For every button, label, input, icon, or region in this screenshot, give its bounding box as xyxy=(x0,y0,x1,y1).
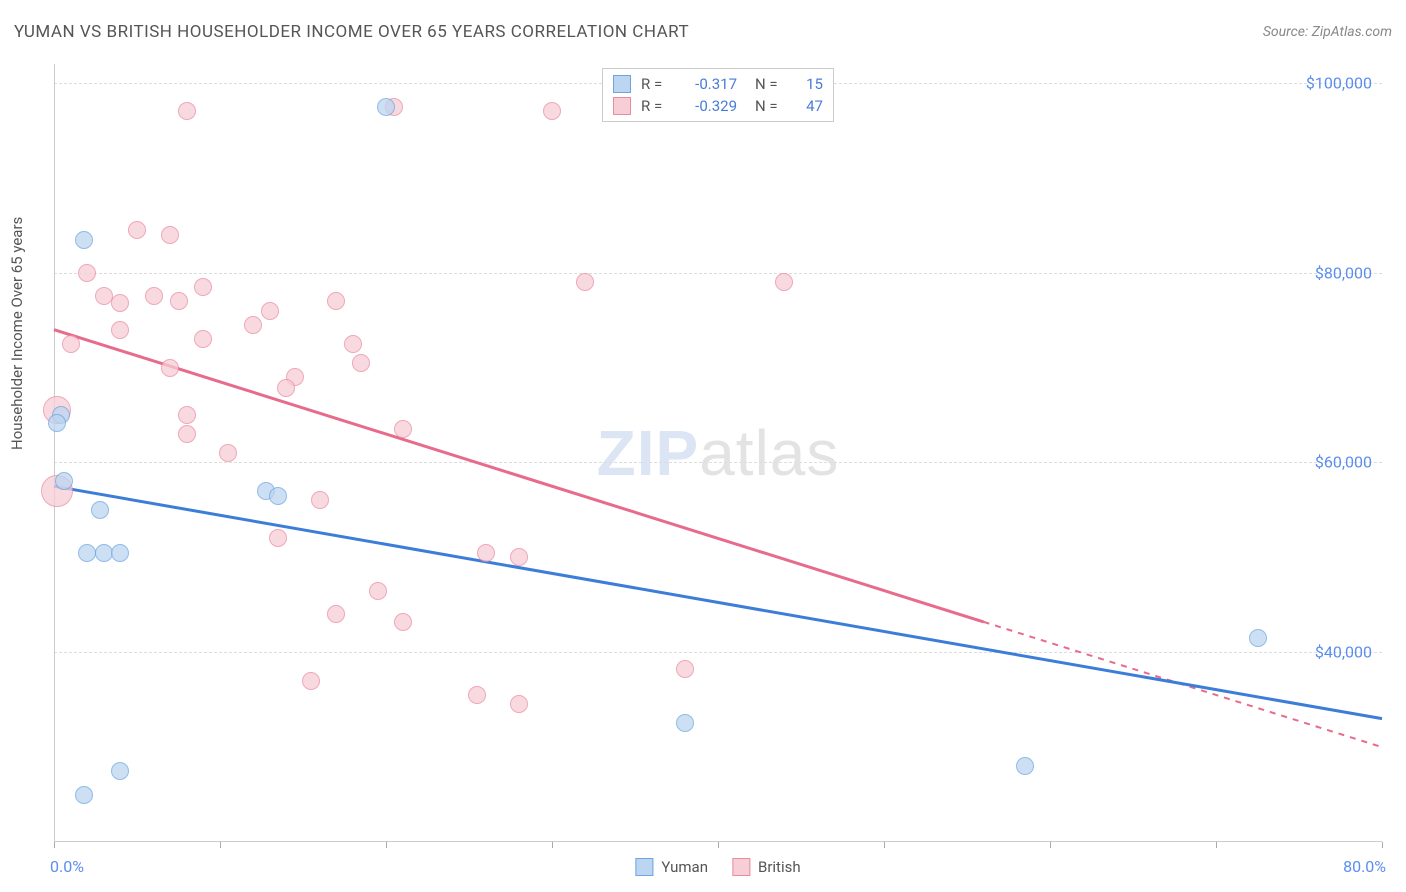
british-point xyxy=(95,287,113,305)
british-point xyxy=(145,287,163,305)
yuman-point xyxy=(75,786,93,804)
british-point xyxy=(111,321,129,339)
x-tick xyxy=(884,842,885,848)
yuman-point xyxy=(1016,757,1034,775)
british-point xyxy=(194,330,212,348)
n-label: N = xyxy=(755,73,785,95)
british-point xyxy=(244,316,262,334)
legend-stats-row: R = -0.317 N = 15 xyxy=(613,73,823,95)
x-tick xyxy=(54,842,55,848)
british-point xyxy=(78,264,96,282)
legend-swatch xyxy=(613,75,631,93)
british-point xyxy=(111,294,129,312)
yuman-point xyxy=(55,472,73,490)
yuman-point xyxy=(91,501,109,519)
yuman-point xyxy=(1249,629,1267,647)
legend-series-label: Yuman xyxy=(661,858,708,876)
british-point xyxy=(277,379,295,397)
british-point xyxy=(468,686,486,704)
r-label: R = xyxy=(641,73,671,95)
british-point xyxy=(344,335,362,353)
n-value: 15 xyxy=(795,73,823,95)
british-point xyxy=(394,420,412,438)
source-attribution: Source: ZipAtlas.com xyxy=(1263,24,1392,40)
british-point xyxy=(369,582,387,600)
yuman-point xyxy=(111,544,129,562)
british-point xyxy=(477,544,495,562)
legend-series-item: Yuman xyxy=(635,858,708,876)
british-point xyxy=(269,529,287,547)
x-tick xyxy=(1050,842,1051,848)
r-label: R = xyxy=(641,95,671,117)
legend-stats: R = -0.317 N = 15 R = -0.329 N = 47 xyxy=(602,68,834,122)
legend-swatch xyxy=(732,858,750,876)
x-tick xyxy=(1216,842,1217,848)
legend-series-label: British xyxy=(758,858,801,876)
british-point xyxy=(194,278,212,296)
british-point xyxy=(161,359,179,377)
x-max-label: 80.0% xyxy=(1343,857,1386,876)
legend-stats-row: R = -0.329 N = 47 xyxy=(613,95,823,117)
british-regression-solid xyxy=(54,330,984,622)
yuman-point xyxy=(95,544,113,562)
british-point xyxy=(510,695,528,713)
yuman-point xyxy=(78,544,96,562)
british-point xyxy=(178,425,196,443)
x-tick xyxy=(220,842,221,848)
british-point xyxy=(394,613,412,631)
yuman-point xyxy=(111,762,129,780)
british-point xyxy=(161,226,179,244)
plot-area: ZIPatlas $40,000$60,000$80,000$100,000 R… xyxy=(54,64,1382,842)
british-point xyxy=(219,444,237,462)
british-point xyxy=(576,273,594,291)
british-point xyxy=(62,335,80,353)
british-point xyxy=(327,292,345,310)
yuman-point xyxy=(269,487,287,505)
y-axis-label: Householder Income Over 65 years xyxy=(8,217,26,450)
british-point xyxy=(327,605,345,623)
legend-series: Yuman British xyxy=(635,858,800,876)
legend-series-item: British xyxy=(732,858,801,876)
british-point xyxy=(302,672,320,690)
yuman-regression-solid xyxy=(54,486,1382,718)
n-label: N = xyxy=(755,95,785,117)
british-point xyxy=(178,102,196,120)
legend-swatch xyxy=(613,97,631,115)
x-min-label: 0.0% xyxy=(50,857,84,876)
british-point xyxy=(543,102,561,120)
yuman-point xyxy=(676,714,694,732)
yuman-point xyxy=(377,98,395,116)
british-point xyxy=(352,354,370,372)
british-point xyxy=(311,491,329,509)
x-tick xyxy=(386,842,387,848)
r-value: -0.329 xyxy=(681,95,737,117)
british-point xyxy=(775,273,793,291)
british-point xyxy=(676,660,694,678)
british-point xyxy=(510,548,528,566)
x-tick xyxy=(718,842,719,848)
x-tick xyxy=(1382,842,1383,848)
r-value: -0.317 xyxy=(681,73,737,95)
chart-container: YUMAN VS BRITISH HOUSEHOLDER INCOME OVER… xyxy=(0,0,1406,892)
yuman-point xyxy=(75,231,93,249)
x-tick xyxy=(552,842,553,848)
chart-title: YUMAN VS BRITISH HOUSEHOLDER INCOME OVER… xyxy=(14,22,689,42)
british-point xyxy=(261,302,279,320)
yuman-point xyxy=(48,414,66,432)
legend-swatch xyxy=(635,858,653,876)
n-value: 47 xyxy=(795,95,823,117)
british-point xyxy=(170,292,188,310)
british-point xyxy=(178,406,196,424)
regression-lines xyxy=(54,64,1382,842)
british-point xyxy=(128,221,146,239)
